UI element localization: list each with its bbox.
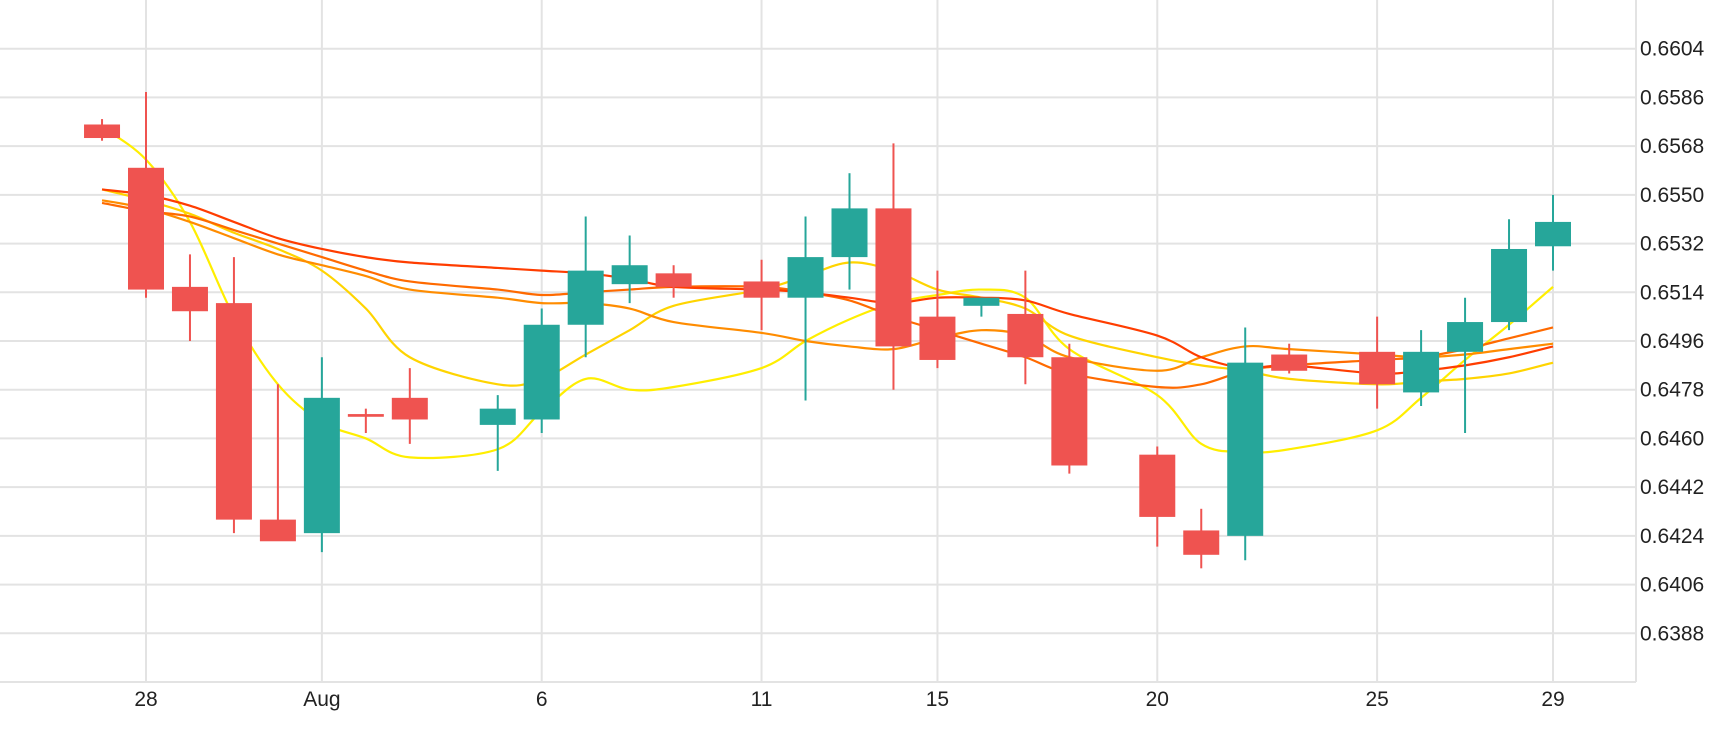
candle-body: [1139, 454, 1176, 517]
candle-body: [1403, 351, 1440, 393]
x-tick-label: 11: [751, 688, 773, 711]
candle-body: [303, 397, 340, 534]
candle-down: [743, 259, 780, 331]
candle-down: [215, 257, 252, 534]
y-tick-label: 0.6568: [1640, 135, 1704, 158]
y-tick-label: 0.6388: [1640, 622, 1704, 645]
candle-down: [1183, 508, 1220, 569]
candle-body: [479, 408, 516, 425]
candle-down: [1007, 270, 1044, 385]
candle-up: [567, 216, 604, 358]
candle-body: [655, 273, 692, 287]
y-tick-label: 0.6460: [1640, 427, 1704, 450]
candle-body: [215, 303, 252, 520]
y-axis-ticks: 0.6604 0.6586 0.6568 0.6550 0.6532 0.6514 0.64…: [1640, 38, 1705, 646]
y-tick-label: 0.6514: [1640, 281, 1705, 304]
candle-body: [347, 414, 384, 417]
candle-down: [1271, 343, 1308, 374]
candle-body: [1447, 322, 1484, 352]
y-tick-label: 0.6496: [1640, 330, 1704, 353]
candle-body: [831, 208, 868, 258]
candle-down: [259, 384, 296, 542]
candle-down: [1139, 446, 1176, 547]
candle-body: [743, 281, 780, 298]
candle-down: [84, 119, 121, 141]
x-axis-ticks: 28 Aug 6 11 15 20 25 29: [134, 688, 1564, 711]
y-tick-label: 0.6532: [1640, 233, 1704, 256]
candle-down: [1051, 343, 1088, 474]
candle-body: [1183, 530, 1220, 555]
x-tick-label: 20: [1146, 688, 1169, 711]
candle-up: [963, 297, 1000, 317]
candle-up: [523, 308, 560, 434]
y-tick-label: 0.6424: [1640, 525, 1705, 548]
candle-up: [831, 173, 868, 290]
moving-average-line-3: [101, 199, 1554, 372]
candle-up: [1535, 194, 1571, 271]
x-tick-label: 6: [536, 688, 548, 711]
candle-body: [875, 208, 912, 347]
candle-body: [391, 397, 428, 420]
candle-body: [84, 124, 121, 139]
candle-up: [1447, 297, 1484, 434]
moving-average-line-2: [101, 188, 1554, 387]
candle-body: [787, 257, 824, 298]
candle-body: [1535, 221, 1571, 247]
candle-down: [875, 143, 912, 390]
x-tick-label: Aug: [303, 688, 340, 711]
candle-up: [1491, 219, 1528, 331]
candle-body: [919, 316, 956, 360]
candle-down: [347, 408, 384, 434]
candle-body: [611, 265, 648, 285]
candle-body: [523, 324, 560, 420]
candle-body: [1007, 313, 1044, 358]
candle-body: [1491, 248, 1528, 323]
candle-body: [259, 519, 296, 542]
y-tick-label: 0.6478: [1640, 379, 1704, 402]
candle-up: [479, 395, 516, 471]
candle-body: [1359, 351, 1396, 385]
x-tick-label: 29: [1541, 688, 1564, 711]
y-tick-label: 0.6586: [1640, 86, 1704, 109]
candle-up: [1403, 330, 1440, 406]
candle-up: [787, 216, 824, 401]
y-tick-label: 0.6406: [1640, 574, 1704, 597]
candle-body: [128, 167, 164, 290]
candle-body: [1227, 362, 1264, 536]
candle-up: [303, 357, 340, 553]
y-tick-label: 0.6442: [1640, 476, 1704, 499]
candle-up: [1227, 327, 1264, 561]
candle-down: [655, 265, 692, 298]
candle-body: [1051, 357, 1088, 466]
candle-down: [171, 254, 208, 341]
candle-down: [1359, 316, 1396, 409]
candles: [84, 92, 1571, 569]
y-tick-label: 0.6604: [1640, 38, 1705, 61]
candle-down: [391, 368, 428, 444]
moving-average-line-5: [101, 188, 1554, 375]
candle-down: [919, 270, 956, 369]
candle-body: [171, 286, 208, 312]
candle-up: [611, 235, 648, 304]
y-tick-label: 0.6550: [1640, 184, 1704, 207]
candle-down: [128, 92, 164, 298]
x-tick-label: 25: [1365, 688, 1388, 711]
x-tick-label: 28: [134, 688, 157, 711]
x-tick-label: 15: [926, 688, 949, 711]
candle-body: [1271, 354, 1308, 371]
candle-body: [963, 297, 1000, 306]
candle-body: [567, 270, 604, 325]
